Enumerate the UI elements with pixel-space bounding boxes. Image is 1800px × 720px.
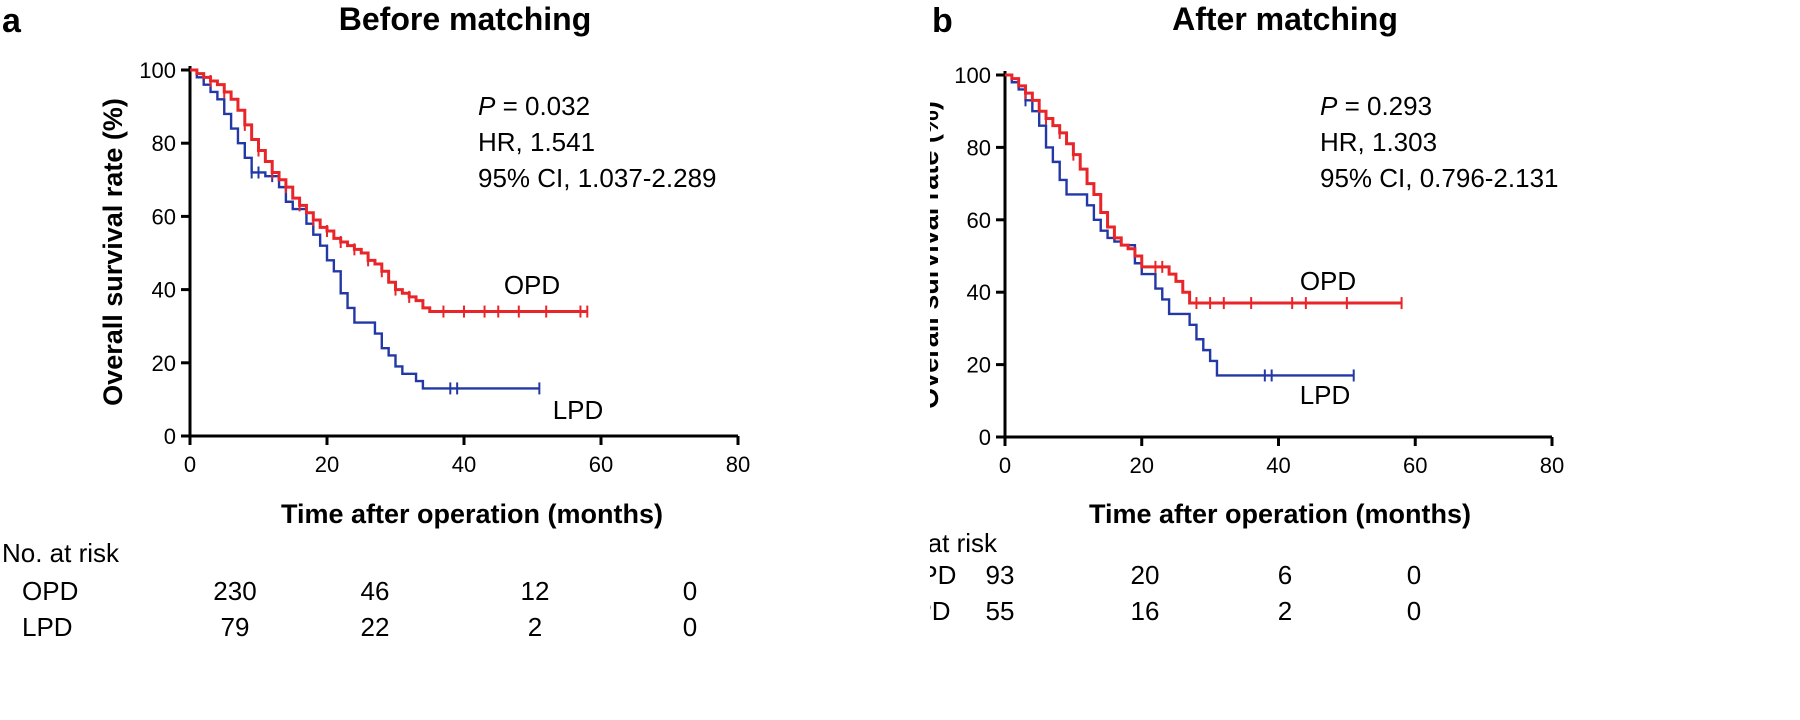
y-tick-label: 0 [164,424,176,449]
y-tick-label: 40 [967,280,991,305]
survival-curve-lpd [1005,73,1354,377]
chart-title: Before matching [339,1,591,37]
risk-cell: 0 [683,576,697,606]
plot-area: 0 20 40 60 80 100 0 20 40 60 80 [954,63,1564,478]
chart-panel-b: b After matching Overall survival rate (… [880,0,1800,715]
confidence-interval-text: 95% CI, 1.037-2.289 [478,163,717,193]
risk-row-label-lpd: LPD [930,596,951,626]
panel-letter: a [2,2,22,40]
risk-row-label-opd: OPD [930,560,956,590]
y-tick-label: 100 [954,63,991,88]
y-tick-label: 20 [967,353,991,378]
x-tick-label: 20 [1130,453,1154,478]
y-tick-label: 60 [967,208,991,233]
series-label-opd: OPD [504,270,560,300]
series-label-opd: OPD [1300,266,1356,296]
x-tick-label: 0 [999,453,1011,478]
hazard-ratio-text: HR, 1.303 [1320,127,1437,157]
hazard-ratio-text: HR, 1.541 [478,127,595,157]
risk-cell: 79 [221,612,250,642]
risk-cell: 6 [1278,560,1292,590]
x-tick-label: 20 [315,452,339,477]
x-axis-label: Time after operation (months) [1089,499,1471,529]
y-tick-label: 100 [139,58,176,83]
survival-chart-b: b After matching Overall survival rate (… [880,1,1564,626]
risk-row-label-lpd: LPD [22,612,73,642]
chart-title: After matching [1172,1,1398,37]
risk-cell: 0 [683,612,697,642]
y-tick-label: 60 [152,204,176,229]
x-tick-label: 80 [1540,453,1564,478]
y-axis-label: Overall survival rate (%) [98,98,128,406]
p-value-text: P = 0.032 [478,91,590,121]
risk-table-header: No. at risk [930,528,998,558]
x-tick-label: 40 [452,452,476,477]
risk-cell: 16 [1131,596,1160,626]
risk-row-label-opd: OPD [22,576,78,606]
x-axis-label: Time after operation (months) [281,499,663,529]
panel-letter: b [932,2,953,40]
p-value-text: P = 0.293 [1320,91,1432,121]
risk-cell: 2 [1278,596,1292,626]
plot-area: 0 20 40 60 80 100 0 20 40 60 80 [139,58,750,477]
y-tick-label: 80 [967,135,991,160]
x-tick-label: 60 [1403,453,1427,478]
x-tick-label: 60 [589,452,613,477]
risk-cell: 0 [1407,596,1421,626]
survival-chart-a: a Before matching Overall survival rate … [2,1,750,642]
survival-curve-lpd [190,68,540,390]
series-label-lpd: LPD [553,395,604,425]
risk-cell: 2 [528,612,542,642]
x-tick-label: 80 [726,452,750,477]
risk-cell: 22 [361,612,390,642]
confidence-interval-text: 95% CI, 0.796-2.131 [1320,163,1559,193]
y-axis-label: Overall survival rate (%) [930,101,944,409]
risk-cell: 46 [361,576,390,606]
risk-table-header: No. at risk [2,538,120,568]
survival-curve-opd [1005,73,1402,305]
y-tick-label: 0 [979,425,991,450]
chart-panel-a: a Before matching Overall survival rate … [0,0,900,715]
y-tick-label: 80 [152,131,176,156]
series-label-lpd: LPD [1300,380,1351,410]
risk-cell: 93 [986,560,1015,590]
x-tick-label: 0 [184,452,196,477]
y-tick-label: 40 [152,278,176,303]
risk-cell: 55 [986,596,1015,626]
risk-cell: 0 [1407,560,1421,590]
risk-cell: 230 [213,576,256,606]
y-tick-label: 20 [152,351,176,376]
risk-cell: 20 [1131,560,1160,590]
risk-cell: 12 [521,576,550,606]
x-tick-label: 40 [1266,453,1290,478]
